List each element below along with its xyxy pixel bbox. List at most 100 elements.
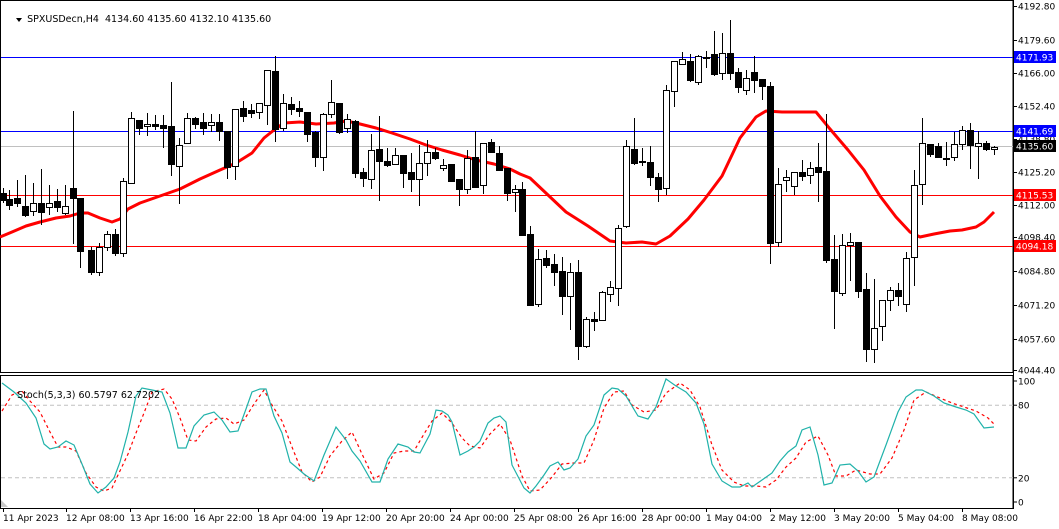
bullish-candle[interactable] (671, 61, 678, 92)
bearish-candle[interactable] (831, 259, 838, 292)
bearish-candle[interactable] (799, 172, 806, 177)
bullish-candle[interactable] (615, 228, 622, 289)
bullish-candle[interactable] (807, 168, 814, 176)
bullish-candle[interactable] (264, 70, 271, 106)
bearish-candle[interactable] (22, 206, 29, 216)
bullish-candle[interactable] (847, 242, 854, 246)
bullish-candle[interactable] (607, 287, 614, 295)
bullish-candle[interactable] (567, 272, 574, 297)
bearish-candle[interactable] (14, 198, 21, 204)
bullish-candle[interactable] (416, 163, 423, 180)
bearish-candle[interactable] (360, 172, 367, 179)
bearish-candle[interactable] (168, 126, 175, 165)
bearish-candle[interactable] (655, 177, 662, 190)
bearish-candle[interactable] (448, 164, 455, 182)
bullish-candle[interactable] (719, 53, 726, 74)
bearish-candle[interactable] (863, 289, 870, 350)
bearish-candle[interactable] (272, 71, 279, 130)
bullish-candle[interactable] (911, 185, 918, 258)
bullish-candle[interactable] (30, 203, 37, 212)
bullish-candle[interactable] (424, 152, 431, 164)
bullish-candle[interactable] (208, 122, 215, 126)
bearish-candle[interactable] (591, 319, 598, 322)
bullish-candle[interactable] (791, 172, 798, 187)
bearish-candle[interactable] (6, 199, 13, 206)
bearish-candle[interactable] (943, 158, 950, 160)
bullish-candle[interactable] (839, 245, 846, 294)
bullish-candle[interactable] (144, 124, 151, 127)
bullish-candle[interactable] (368, 150, 375, 180)
bullish-candle[interactable] (96, 247, 103, 273)
bearish-candle[interactable] (248, 110, 255, 114)
bullish-candle[interactable] (679, 59, 686, 65)
bearish-candle[interactable] (519, 189, 526, 236)
bearish-candle[interactable] (288, 104, 295, 110)
bearish-candle[interactable] (88, 250, 95, 273)
bearish-candle[interactable] (352, 121, 359, 174)
bearish-candle[interactable] (711, 54, 718, 75)
bearish-candle[interactable] (639, 161, 646, 163)
bullish-candle[interactable] (480, 143, 487, 186)
bearish-candle[interactable] (631, 149, 638, 164)
bearish-candle[interactable] (200, 122, 207, 129)
bearish-candle[interactable] (759, 79, 766, 87)
bearish-candle[interactable] (54, 201, 61, 208)
bearish-candle[interactable] (376, 149, 383, 162)
bullish-candle[interactable] (599, 292, 606, 321)
bearish-candle[interactable] (687, 61, 694, 81)
bearish-candle[interactable] (575, 272, 582, 347)
bearish-candle[interactable] (216, 122, 223, 132)
bearish-candle[interactable] (815, 167, 822, 173)
bullish-candle[interactable] (280, 103, 287, 129)
bullish-candle[interactable] (775, 184, 782, 243)
bearish-candle[interactable] (496, 153, 503, 171)
bearish-candle[interactable] (432, 152, 439, 159)
bullish-candle[interactable] (951, 144, 958, 158)
bullish-candle[interactable] (903, 258, 910, 305)
bearish-candle[interactable] (70, 188, 77, 199)
bearish-candle[interactable] (543, 258, 550, 266)
bearish-candle[interactable] (240, 108, 247, 117)
bearish-candle[interactable] (527, 234, 534, 306)
bullish-candle[interactable] (464, 158, 471, 190)
bullish-candle[interactable] (975, 143, 982, 147)
bullish-candle[interactable] (344, 119, 351, 129)
bullish-candle[interactable] (120, 181, 127, 254)
bearish-candle[interactable] (855, 242, 862, 292)
bullish-candle[interactable] (392, 155, 399, 165)
bearish-candle[interactable] (823, 171, 830, 261)
bullish-candle[interactable] (663, 90, 670, 189)
bearish-candle[interactable] (967, 130, 974, 146)
bearish-candle[interactable] (304, 112, 311, 135)
bullish-candle[interactable] (128, 118, 135, 184)
bullish-candle[interactable] (176, 145, 183, 167)
bearish-candle[interactable] (983, 143, 990, 150)
bearish-candle[interactable] (703, 57, 710, 59)
bearish-candle[interactable] (224, 131, 231, 168)
bearish-candle[interactable] (136, 120, 143, 129)
bullish-candle[interactable] (256, 103, 263, 113)
bullish-candle[interactable] (440, 165, 447, 169)
bullish-candle[interactable] (991, 147, 998, 150)
bullish-candle[interactable] (583, 319, 590, 347)
bearish-candle[interactable] (735, 72, 742, 88)
bearish-candle[interactable] (551, 264, 558, 273)
bullish-candle[interactable] (623, 146, 630, 227)
bearish-candle[interactable] (160, 125, 167, 129)
bullish-candle[interactable] (959, 130, 966, 145)
bullish-candle[interactable] (104, 234, 111, 248)
bearish-candle[interactable] (504, 168, 511, 194)
bearish-candle[interactable] (895, 290, 902, 297)
bearish-candle[interactable] (935, 146, 942, 158)
bearish-candle[interactable] (408, 172, 415, 180)
bullish-candle[interactable] (783, 177, 790, 181)
bearish-candle[interactable] (0, 193, 7, 201)
bullish-candle[interactable] (320, 114, 327, 158)
bearish-candle[interactable] (647, 162, 654, 178)
bearish-candle[interactable] (77, 198, 84, 252)
bearish-candle[interactable] (727, 53, 734, 74)
bearish-candle[interactable] (400, 155, 407, 174)
bearish-candle[interactable] (767, 86, 774, 244)
bullish-candle[interactable] (871, 328, 878, 350)
